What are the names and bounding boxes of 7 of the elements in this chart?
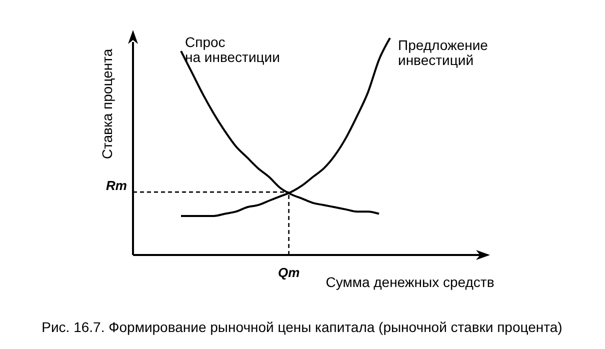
text: Qm: [278, 265, 300, 280]
text: Рис. 16.7. Формирование рыночной цены капитала (рыночной ставки процента): [42, 319, 562, 335]
y-axis-title: Ставка процента: [99, 48, 115, 160]
x-axis-title: Сумма денежных средств: [326, 274, 494, 290]
series-label: Спрос на инвестиции: [185, 34, 280, 66]
ref-line-label: Rm: [106, 178, 128, 194]
series-label: Предложение инвестиций: [398, 37, 488, 68]
